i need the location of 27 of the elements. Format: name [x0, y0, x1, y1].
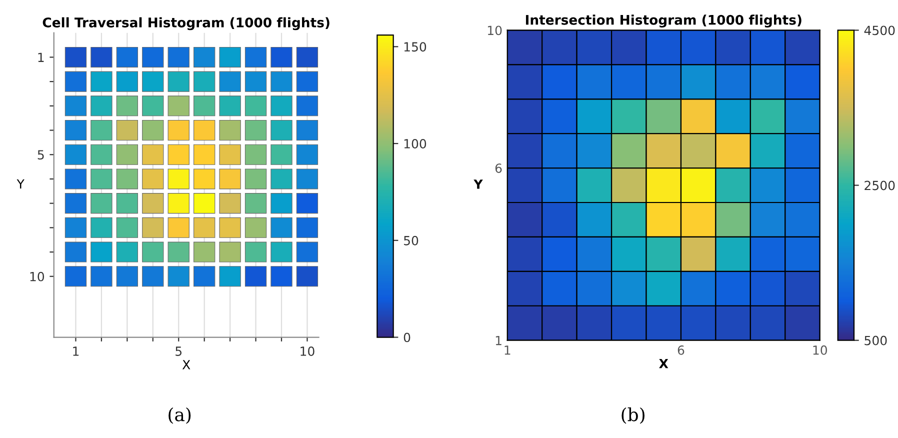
text: (b) [622, 407, 644, 424]
chart-title: Intersection Histogram (1000 flights) [526, 14, 802, 28]
color-bar-label: 4500 [864, 26, 895, 36]
x-tick-label: 6 [678, 345, 684, 355]
chart-title: Cell Traversal Histogram (1000 flights) [42, 17, 330, 30]
color-bar-label: 100 [404, 139, 426, 148]
y-tick-label: 10 [30, 272, 44, 282]
color-bar-label: 150 [404, 42, 426, 52]
y-axis-title: Y [474, 180, 483, 189]
y-tick-label: 10 [488, 26, 502, 36]
y-axis-title: Y [16, 179, 24, 189]
x-tick-label: 5 [176, 346, 182, 356]
x-tick-label: 10 [813, 345, 827, 355]
y-tick-label: 5 [38, 150, 44, 160]
color-bar-label: 0 [404, 332, 410, 342]
color-bar-label: 500 [864, 336, 887, 346]
x-tick-label: 10 [300, 346, 314, 356]
x-axis-title: X [659, 359, 668, 368]
color-bar-label: 50 [404, 236, 418, 246]
x-axis-title: X [182, 360, 190, 370]
color-bar-label: 2500 [864, 180, 895, 190]
y-tick-label: 1 [496, 336, 502, 346]
y-tick-label: 6 [495, 164, 502, 173]
x-tick-label: 1 [504, 346, 510, 355]
x-tick-label: 1 [73, 346, 79, 356]
text: (a) [168, 407, 191, 424]
y-tick-label: 1 [38, 52, 44, 62]
